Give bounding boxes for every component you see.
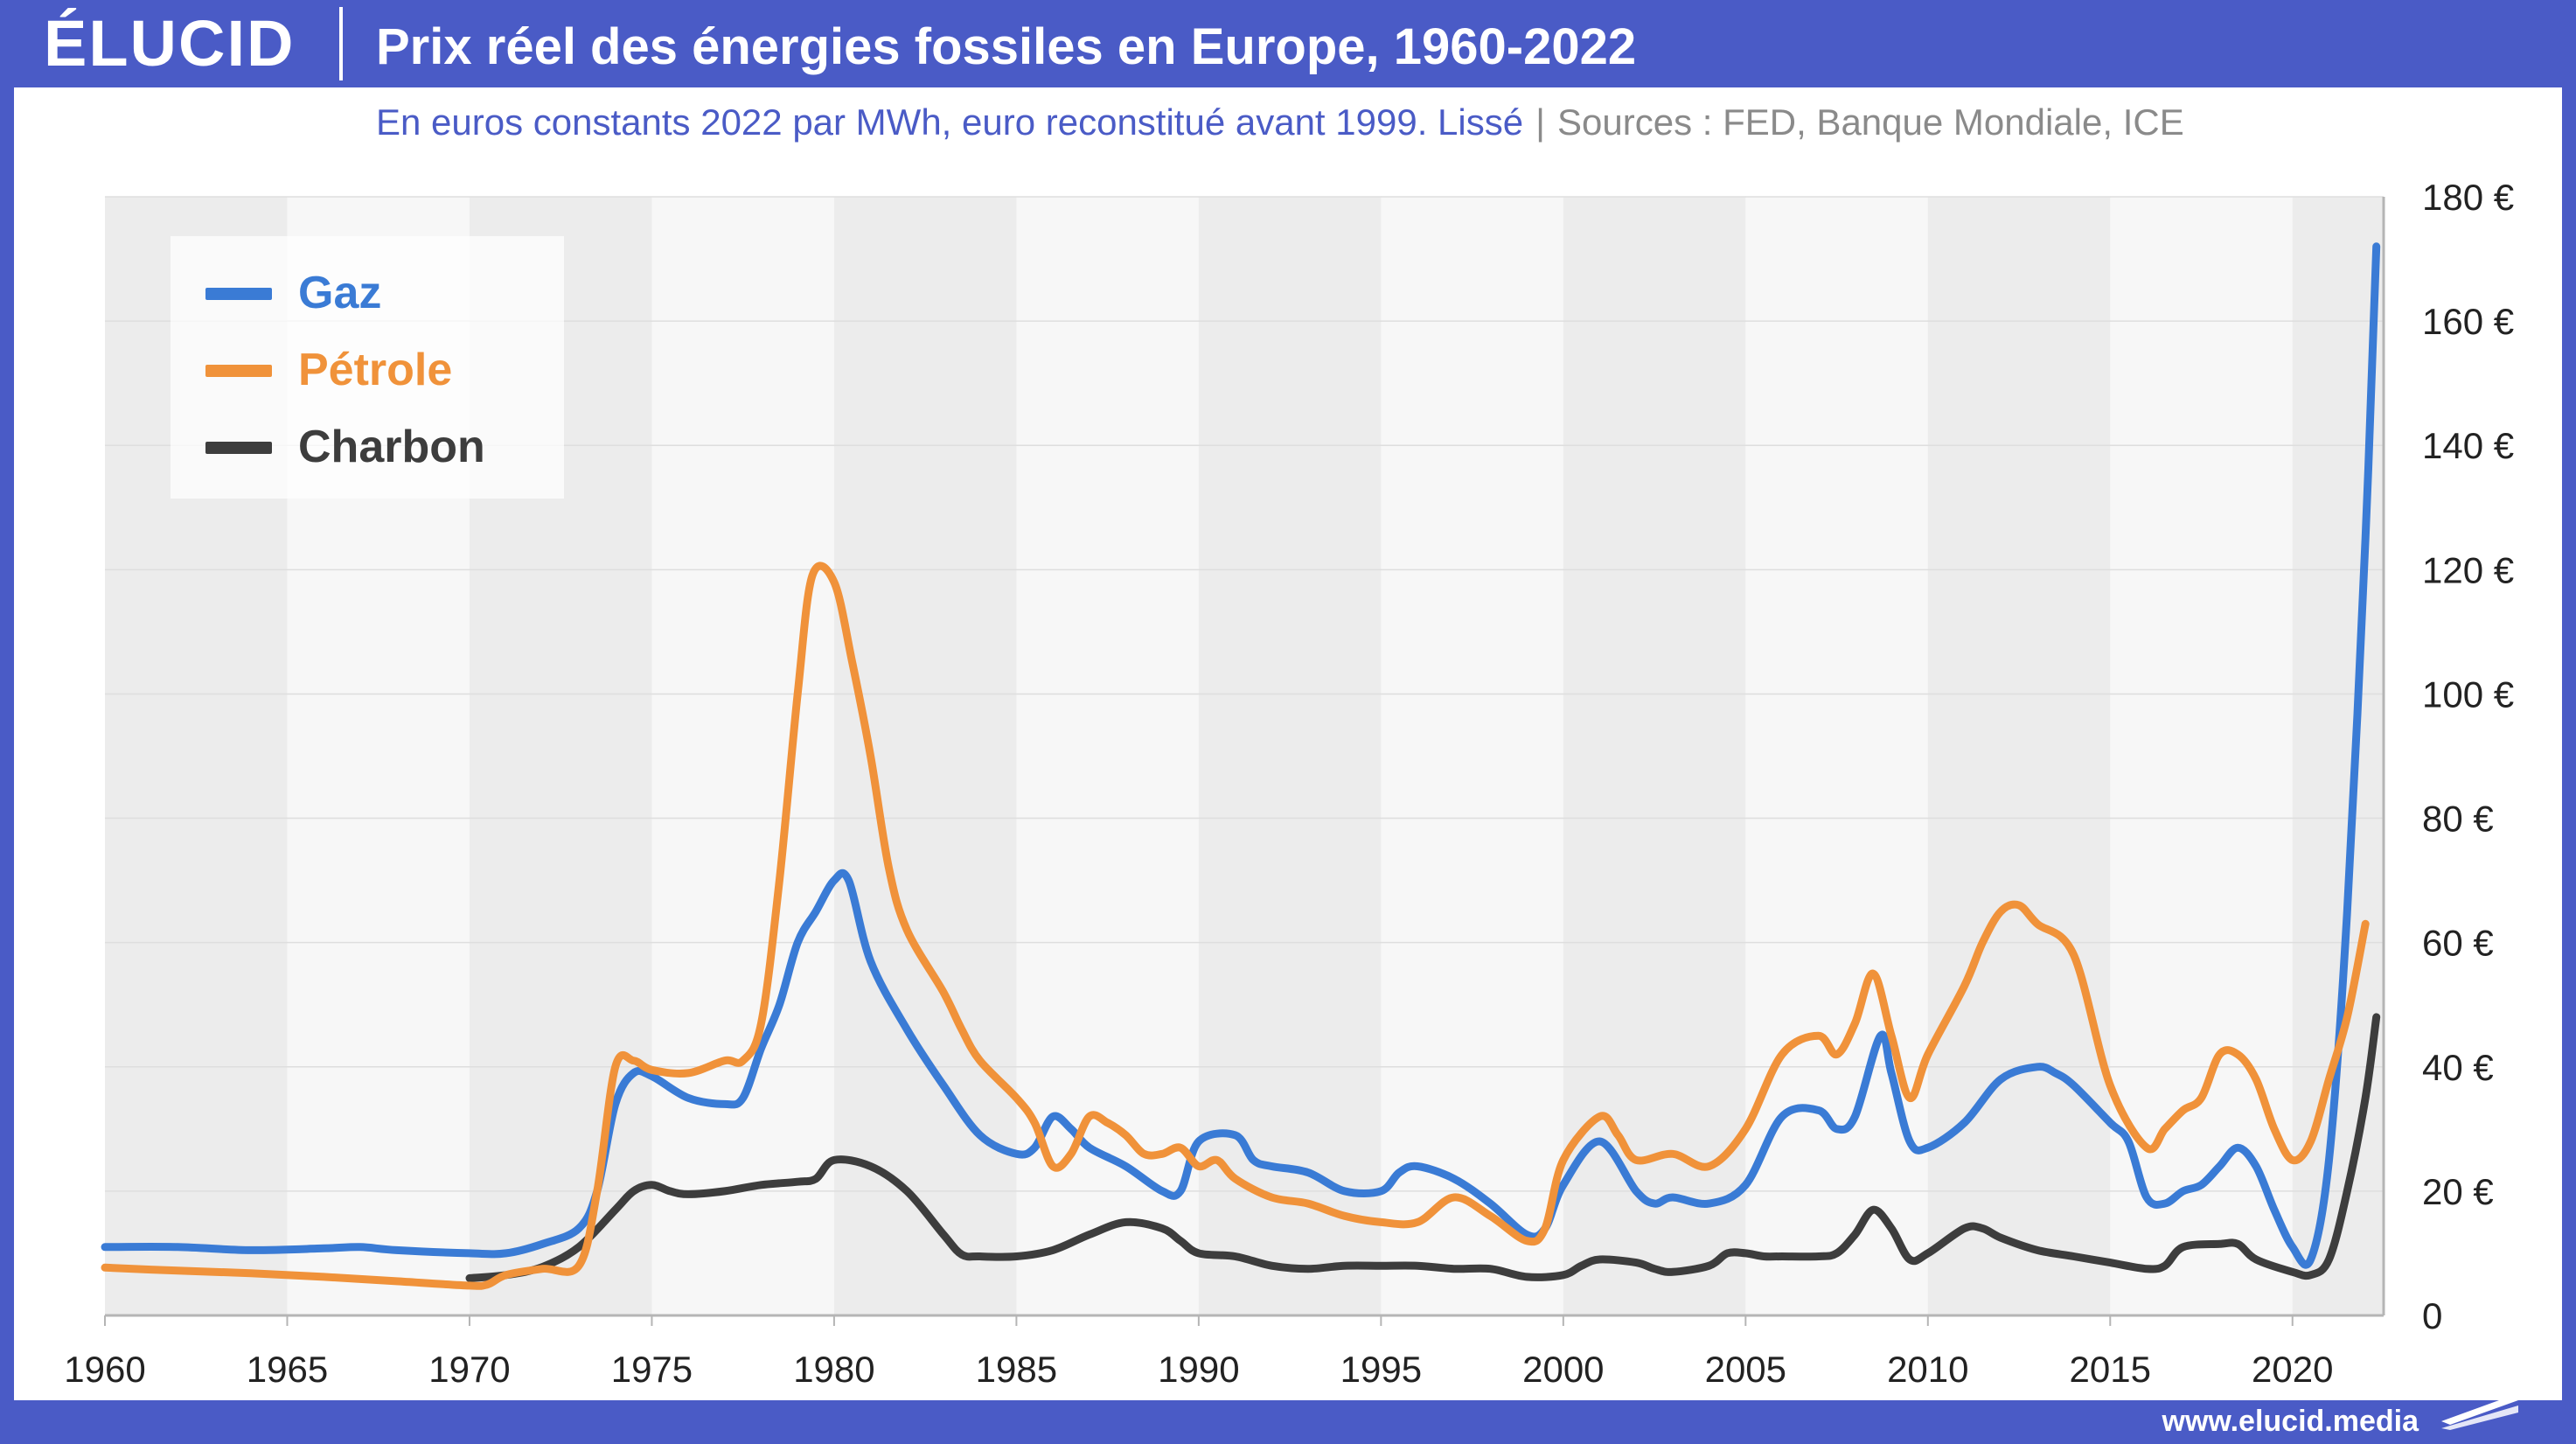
legend-label-gaz: Gaz bbox=[298, 268, 382, 318]
legend-item-charbon: Charbon bbox=[205, 412, 555, 482]
x-tick-label: 1980 bbox=[793, 1349, 874, 1390]
x-tick-label: 2005 bbox=[1705, 1349, 1786, 1390]
y-tick-label: 60 € bbox=[2422, 923, 2494, 964]
decade-band bbox=[1198, 197, 1382, 1315]
decade-band bbox=[833, 197, 1017, 1315]
x-tick-label: 1960 bbox=[64, 1349, 145, 1390]
decade-band bbox=[1927, 197, 2111, 1315]
y-tick-label: 80 € bbox=[2422, 799, 2494, 840]
subtitle-sources: Sources : FED, Banque Mondiale, ICE bbox=[1557, 101, 2184, 143]
x-tick-label: 2020 bbox=[2252, 1349, 2333, 1390]
chart-legend: Gaz Pétrole Charbon bbox=[171, 236, 564, 499]
x-tick-label: 1975 bbox=[611, 1349, 693, 1390]
brand-logo: ÉLUCID bbox=[44, 7, 296, 80]
legend-item-gaz: Gaz bbox=[205, 258, 555, 328]
legend-swatch-petrole bbox=[205, 365, 272, 377]
x-tick-label: 2015 bbox=[2070, 1349, 2151, 1390]
subtitle-description: En euros constants 2022 par MWh, euro re… bbox=[376, 101, 1524, 143]
legend-label-petrole: Pétrole bbox=[298, 345, 453, 395]
legend-item-petrole: Pétrole bbox=[205, 335, 555, 405]
legend-swatch-gaz bbox=[205, 288, 272, 300]
legend-swatch-charbon bbox=[205, 442, 272, 454]
x-tick-label: 1995 bbox=[1340, 1349, 1422, 1390]
x-tick-label: 1965 bbox=[247, 1349, 328, 1390]
y-tick-label: 140 € bbox=[2422, 425, 2514, 466]
y-tick-label: 40 € bbox=[2422, 1047, 2494, 1088]
chart-subtitle: En euros constants 2022 par MWh, euro re… bbox=[376, 94, 2184, 150]
x-tick-label: 1990 bbox=[1158, 1349, 1239, 1390]
footer-url: www.elucid.media bbox=[2162, 1405, 2419, 1438]
series-line-gaz bbox=[101, 242, 2381, 1269]
series-line-charbon bbox=[465, 1013, 2381, 1282]
legend-label-charbon: Charbon bbox=[298, 422, 485, 472]
x-tick-label: 2010 bbox=[1887, 1349, 1968, 1390]
y-tick-label: 0 bbox=[2422, 1295, 2442, 1336]
header-bar: ÉLUCID Prix réel des énergies fossiles e… bbox=[0, 0, 2576, 87]
y-tick-label: 20 € bbox=[2422, 1171, 2494, 1212]
y-tick-label: 160 € bbox=[2422, 301, 2514, 342]
y-tick-label: 100 € bbox=[2422, 673, 2514, 715]
x-tick-label: 1970 bbox=[428, 1349, 510, 1390]
brand-mark-icon bbox=[2441, 1393, 2518, 1430]
y-tick-label: 120 € bbox=[2422, 549, 2514, 590]
series-line-petrole bbox=[101, 562, 2370, 1290]
subtitle-separator: | bbox=[1535, 101, 1546, 143]
x-tick-label: 1985 bbox=[976, 1349, 1057, 1390]
decade-band bbox=[1563, 197, 1746, 1315]
x-tick-label: 2000 bbox=[1522, 1349, 1604, 1390]
y-tick-label: 180 € bbox=[2422, 177, 2514, 218]
header-divider bbox=[339, 7, 343, 80]
chart-title: Prix réel des énergies fossiles en Europ… bbox=[376, 18, 1637, 75]
